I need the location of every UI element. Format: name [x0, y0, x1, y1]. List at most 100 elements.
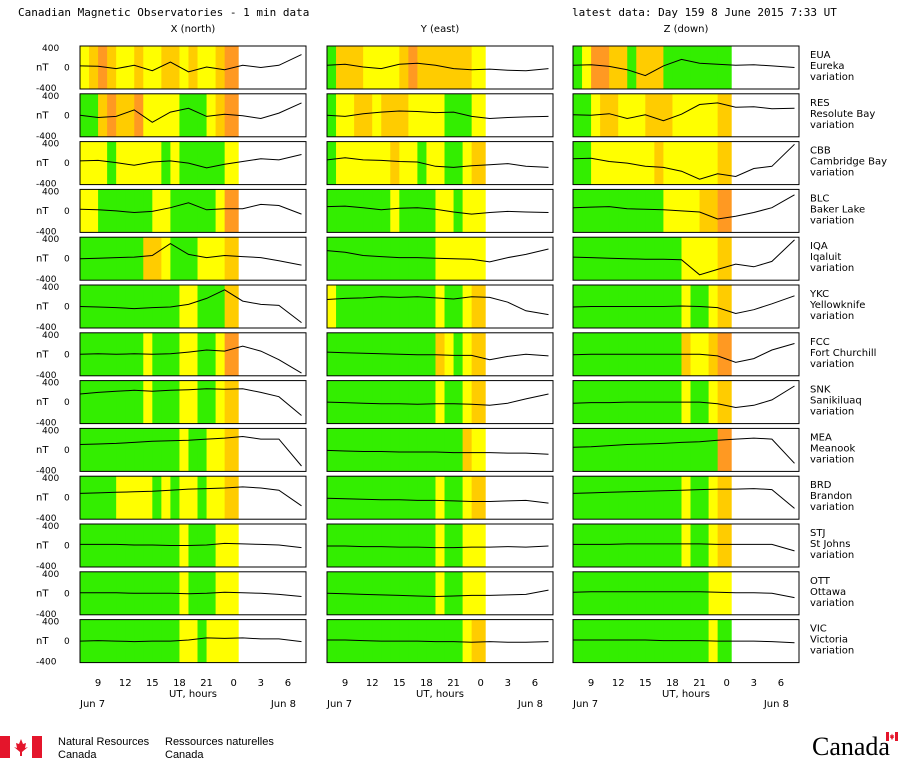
station-code: MEA: [810, 432, 832, 443]
station-variation-label: variation: [810, 263, 854, 274]
y-tick-label: 0: [64, 64, 70, 74]
y-tick-label: -400: [36, 84, 57, 94]
panel-frame: [326, 236, 554, 281]
variation-trace: [79, 54, 302, 73]
panel-eua-x: [79, 45, 307, 90]
activity-band: [717, 189, 732, 233]
y-tick-label: -400: [36, 610, 57, 620]
panel-fcc-x: [79, 332, 307, 377]
x-tick-label: 0: [477, 678, 483, 689]
variation-trace: [572, 591, 795, 599]
station-variation-label: variation: [810, 407, 854, 418]
station-name: Cambridge Bay: [810, 157, 887, 168]
org-name-en-line2: Canada: [58, 749, 97, 761]
panel-vic-z: [572, 619, 800, 664]
y-tick-label: 400: [42, 474, 59, 484]
activity-band: [717, 237, 732, 281]
activity-band: [224, 619, 239, 663]
station-name: Baker Lake: [810, 204, 865, 215]
date-end-label: Jun 8: [517, 699, 543, 710]
variation-trace: [326, 497, 549, 504]
y-axis-label: nT: [36, 349, 49, 360]
station-variation-label: variation: [810, 550, 854, 561]
variation-trace: [326, 393, 549, 406]
activity-band: [471, 141, 486, 185]
panel-frame: [572, 427, 800, 472]
activity-band: [471, 237, 486, 281]
panel-frame: [326, 332, 554, 377]
activity-band: [224, 189, 239, 233]
panel-frame: [79, 236, 307, 281]
activity-band: [471, 380, 486, 424]
panel-frame: [326, 141, 554, 186]
variation-trace: [572, 194, 795, 220]
panel-frame: [572, 475, 800, 520]
x-tick-label: 21: [447, 678, 460, 689]
y-tick-label: -400: [36, 371, 57, 381]
variation-trace: [326, 351, 549, 361]
variation-trace: [79, 435, 302, 467]
y-tick-label: 0: [64, 207, 70, 217]
wordmark-flag-icon: [886, 732, 898, 741]
magnetogram-chart: Canadian Magnetic Observatories - 1 min …: [18, 6, 887, 710]
org-name-fr: Ressources naturelles Canada: [165, 736, 274, 762]
panel-frame: [79, 332, 307, 377]
x-tick-label: 12: [612, 678, 625, 689]
y-tick-label: 400: [42, 140, 59, 150]
date-start-label: Jun 7: [79, 699, 105, 710]
latest-data: latest data: Day 159 8 June 2015 7:33 UT: [572, 6, 837, 19]
canada-flag-icon: [0, 736, 42, 758]
x-tick-label: 9: [95, 678, 101, 689]
variation-trace: [326, 157, 549, 168]
y-axis-label: nT: [36, 302, 49, 313]
panel-frame: [572, 571, 800, 616]
x-tick-label: 0: [230, 678, 236, 689]
station-name: Eureka: [810, 61, 844, 72]
variation-trace: [326, 248, 549, 263]
station-variation-label: variation: [810, 120, 854, 131]
y-tick-label: 0: [64, 350, 70, 360]
station-variation-label: variation: [810, 311, 854, 322]
date-end-label: Jun 8: [763, 699, 789, 710]
y-tick-label: -400: [36, 132, 57, 142]
x-tick-label: 18: [666, 678, 679, 689]
y-tick-label: 400: [42, 235, 59, 245]
y-axis-label: nT: [36, 493, 49, 504]
variation-trace: [572, 295, 795, 315]
y-tick-label: 0: [64, 255, 70, 265]
x-tick-label: 15: [639, 678, 652, 689]
y-axis-label: nT: [36, 63, 49, 74]
org-name-fr-line1: Ressources naturelles: [165, 736, 274, 748]
y-axis-label: nT: [36, 636, 49, 647]
station-code: SNK: [810, 385, 831, 396]
date-start-label: Jun 7: [326, 699, 352, 710]
y-tick-label: -400: [36, 466, 57, 476]
y-tick-label: -400: [36, 562, 57, 572]
station-variation-label: variation: [810, 598, 854, 609]
variation-trace: [572, 343, 795, 363]
station-code: YKC: [809, 289, 829, 300]
station-name: Ottawa: [810, 587, 846, 598]
station-name: Meanook: [810, 443, 855, 454]
panel-ykc-y: [326, 284, 554, 329]
panel-vic-x: [79, 619, 307, 664]
activity-band: [471, 476, 486, 520]
x-tick-label: 3: [751, 678, 757, 689]
panel-frame: [572, 188, 800, 233]
activity-band: [471, 46, 486, 89]
station-code: BRD: [810, 480, 832, 491]
activity-band: [717, 141, 732, 185]
y-tick-label: -400: [36, 419, 57, 429]
panel-frame: [326, 619, 554, 664]
variation-trace: [572, 437, 795, 464]
y-tick-label: 0: [64, 111, 70, 121]
panel-frame: [572, 141, 800, 186]
panel-ott-x: [79, 571, 307, 616]
x-tick-label: 12: [366, 678, 379, 689]
panel-stj-y: [326, 523, 554, 568]
panel-cbb-z: [572, 141, 800, 186]
x-tick-label: 15: [146, 678, 159, 689]
panel-iqa-x: [79, 236, 307, 281]
activity-band: [471, 189, 486, 233]
panel-eua-y: [326, 45, 554, 90]
